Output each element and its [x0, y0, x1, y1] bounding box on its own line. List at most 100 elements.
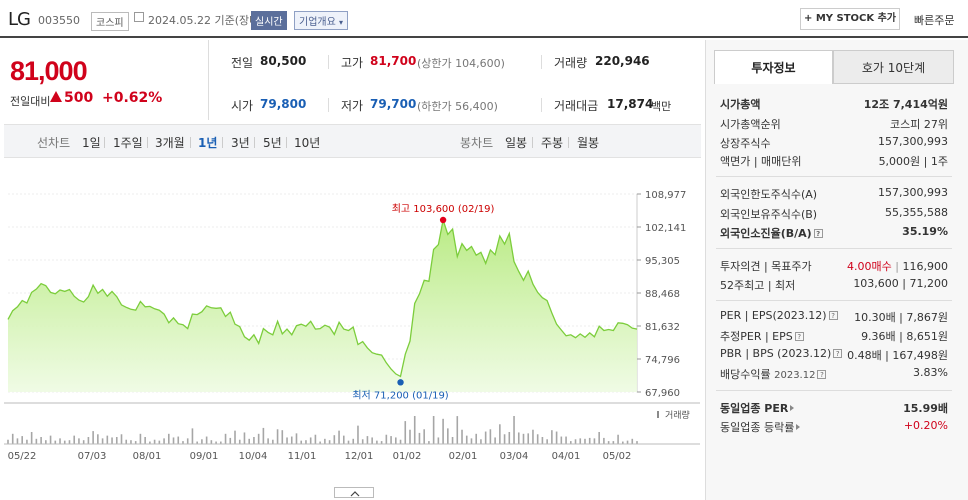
stock-header: [0, 0, 968, 38]
per-row: PER | EPS(2023.12)? 10.30배 | 7,867원: [720, 309, 948, 324]
sector-change-label-wrap: 동일업종 등락률: [720, 419, 801, 435]
y-tick-label: 81,632: [645, 322, 680, 333]
est-per-label-wrap: 추정PER | EPS?: [720, 328, 804, 344]
stock-name[interactable]: LG: [8, 9, 31, 30]
opinion-row: 투자의견 | 목표주가 4.00매수 | 116,900: [720, 258, 949, 273]
foreign-ratio-row: 외국인소진율(B/A)? 35.19%: [720, 225, 948, 240]
divider: [328, 98, 329, 112]
help-icon[interactable]: ?: [817, 370, 827, 379]
trade-amount-value: 17,874: [607, 97, 654, 111]
volume-bar: [338, 430, 340, 444]
collapse-chart-button[interactable]: [334, 487, 374, 498]
high-marker: [439, 216, 447, 224]
tab-orderbook-10[interactable]: 호가 10단계: [833, 50, 954, 84]
volume-bar: [130, 440, 132, 444]
volume-bar: [224, 433, 227, 444]
tab-investment-info[interactable]: 투자정보: [714, 50, 833, 84]
trade-amount-unit: 백만: [651, 100, 672, 113]
period-3m[interactable]: 3개월: [155, 136, 185, 150]
volume-bar: [390, 436, 392, 444]
y-tick-label: 67,960: [645, 388, 680, 399]
price-chart[interactable]: 108,977 102,141 95,305 88,468 81,632 74,796 67…: [0, 160, 700, 490]
volume-bar: [272, 439, 274, 444]
market-cap-rank-label: 시가총액순위: [720, 118, 781, 131]
upper-limit: (상한가 104,600): [417, 57, 505, 70]
quick-order-button[interactable]: 빠른주문: [914, 14, 955, 27]
volume-bar: [182, 441, 184, 444]
candle-monthly[interactable]: 월봉: [577, 136, 600, 150]
volume-bar: [357, 425, 359, 444]
volume-bar: [158, 440, 161, 444]
divider: [541, 55, 542, 69]
period-1w[interactable]: 1주일: [113, 136, 143, 150]
help-icon[interactable]: ?: [813, 229, 823, 238]
chevron-down-icon: ▾: [339, 18, 344, 27]
volume-bar: [73, 435, 76, 444]
volume-bar: [399, 439, 402, 444]
divider: [532, 137, 533, 148]
volume-bar: [106, 435, 109, 444]
help-icon[interactable]: ?: [833, 349, 843, 358]
x-tick-label: 05/22: [8, 451, 37, 462]
help-icon[interactable]: ?: [794, 332, 804, 341]
volume-bar: [470, 438, 473, 444]
sector-change-row[interactable]: 동일업종 등락률 +0.20%: [720, 419, 948, 435]
period-1d[interactable]: 1일: [82, 136, 101, 150]
period-10y[interactable]: 10년: [294, 136, 321, 150]
volume-bar: [546, 439, 548, 444]
low-label: 저가: [341, 99, 364, 113]
open-label: 시가: [231, 99, 254, 113]
high-label: 고가: [341, 56, 364, 70]
volume-bar: [68, 440, 71, 444]
volume-bar: [167, 433, 170, 444]
volume-bar: [579, 438, 582, 444]
realtime-badge[interactable]: 실시간: [251, 11, 287, 30]
period-3y[interactable]: 3년: [231, 136, 250, 150]
candle-weekly[interactable]: 주봉: [541, 136, 564, 150]
volume-bar: [494, 437, 496, 444]
volume-bar: [276, 429, 279, 444]
divider: [541, 98, 542, 112]
foreign-hold-value: 55,355,588: [885, 206, 948, 219]
volume-bar: [489, 429, 492, 444]
volume-bar: [144, 437, 146, 444]
volume-bar: [612, 441, 615, 444]
volume-bar: [177, 436, 180, 444]
investment-info-panel: [705, 40, 968, 500]
divider: [222, 137, 223, 148]
help-icon[interactable]: ?: [828, 311, 838, 320]
volume-bar: [437, 437, 440, 444]
volume-bar: [82, 440, 85, 444]
volume-bar: [480, 439, 482, 444]
volume-bar: [342, 435, 345, 444]
week52-value: 103,600 | 71,200: [853, 277, 948, 290]
volume-bar: [560, 436, 563, 444]
volume-bar: [432, 416, 435, 444]
market-cap-value: 12조 7,414억원: [863, 98, 948, 111]
market-badge: 코스피: [91, 12, 129, 31]
foreign-hold-label: 외국인보유주식수(B): [720, 208, 818, 221]
period-5y[interactable]: 5년: [263, 136, 282, 150]
candle-daily[interactable]: 일봉: [505, 136, 528, 150]
volume-bar: [395, 437, 397, 444]
volume-bar: [569, 441, 572, 444]
listed-shares-value: 157,300,993: [878, 135, 948, 148]
period-1y[interactable]: 1년: [198, 136, 218, 150]
volume-bar: [290, 436, 293, 444]
volume-bar: [262, 427, 265, 444]
volume-bar: [607, 441, 610, 444]
per-label-wrap: PER | EPS(2023.12)?: [720, 309, 838, 322]
volume-label: 거래량: [554, 56, 588, 70]
volume-bar: [465, 435, 468, 444]
volume-bar: [508, 432, 511, 444]
volume-bar: [153, 439, 156, 444]
sector-per-row[interactable]: 동일업종 PER 15.99배: [720, 400, 948, 415]
volume-bar: [92, 431, 94, 444]
y-axis: 108,977 102,141 95,305 88,468 81,632 74,796 67…: [637, 190, 686, 399]
volume-bar: [451, 437, 454, 444]
company-overview-dropdown[interactable]: 기업개요 ▾: [294, 11, 349, 30]
foreign-limit-value: 157,300,993: [878, 186, 948, 199]
volume-bar: [115, 437, 118, 444]
my-stock-add-button[interactable]: + MY STOCK 추가: [800, 8, 900, 30]
target-price: 116,900: [902, 260, 949, 273]
